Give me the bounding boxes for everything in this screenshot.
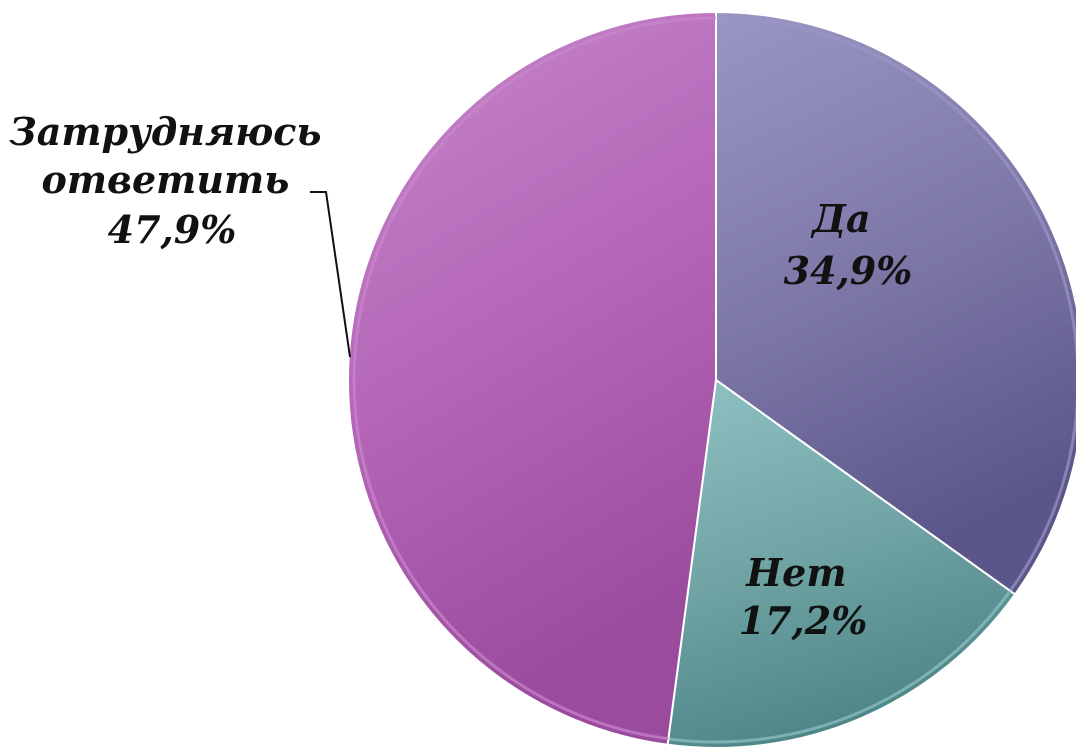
slice-value-da: 34,9% xyxy=(784,248,913,293)
leader-layer xyxy=(310,191,351,358)
slice-da-rim xyxy=(715,16,1076,592)
slice-zatrudnyayus-rim xyxy=(352,16,717,741)
slices-layer xyxy=(347,10,1076,749)
slice-name-zatrudnyayus-line1: Затрудняюсь xyxy=(9,109,321,154)
leader-line-zatrudnyayus xyxy=(310,191,351,358)
slice-label-da: Да 34,9% xyxy=(784,196,913,293)
slice-da xyxy=(715,10,1076,596)
slice-name-zatrudnyayus-line2: ответить xyxy=(41,157,289,202)
slice-name-net: Нет xyxy=(745,550,846,595)
slice-net xyxy=(666,378,1017,749)
slice-net-rim xyxy=(668,590,1012,744)
slice-value-net: 17,2% xyxy=(739,598,868,643)
slice-value-zatrudnyayus: 47,9% xyxy=(108,207,237,252)
slice-zatrudnyayus xyxy=(347,10,717,746)
slice-label-net: Нет 17,2% xyxy=(739,550,868,643)
slice-label-zatrudnyayus: Затрудняюсь ответить 47,9% xyxy=(9,109,334,252)
labels-layer: Да 34,9% Нет 17,2% Затрудняюсь ответить … xyxy=(9,109,912,643)
slice-name-da: Да xyxy=(810,196,870,241)
